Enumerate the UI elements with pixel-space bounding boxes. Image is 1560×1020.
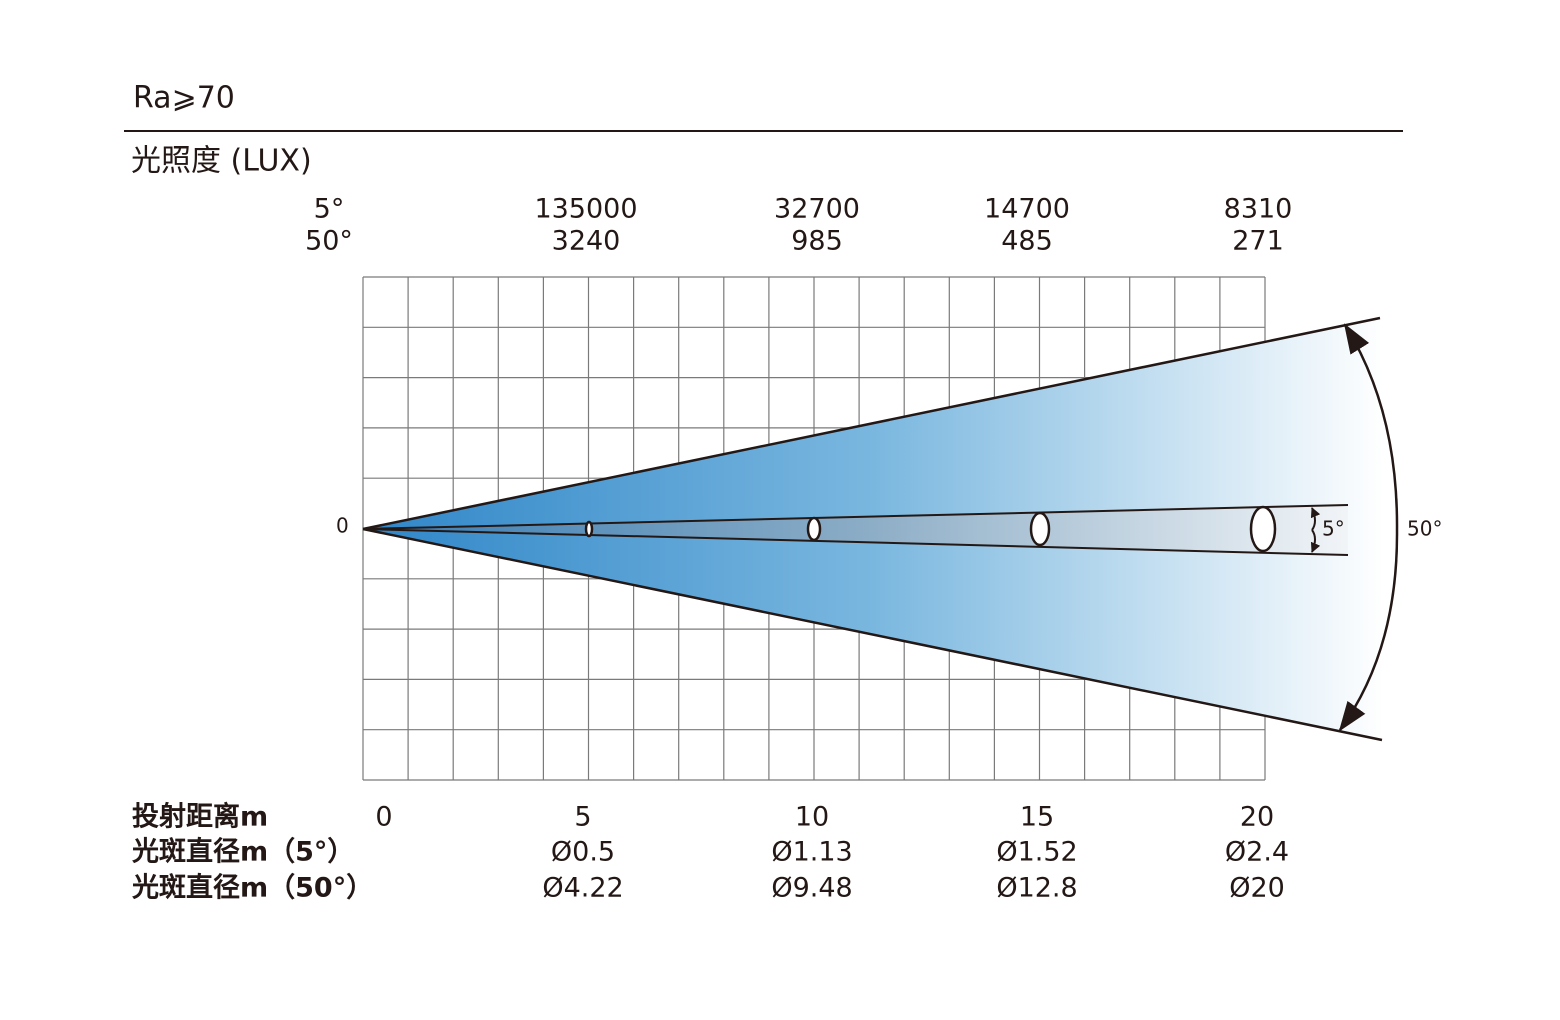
origin-label: 0 (336, 514, 349, 538)
lux-value: 3240 (552, 226, 621, 257)
lux-value: 14700 (984, 194, 1070, 225)
lux-value: 32700 (774, 194, 860, 225)
angle-label: 50° (305, 226, 353, 257)
distance-value: 15 (1020, 802, 1054, 833)
narrow-arrow (1310, 507, 1321, 531)
lux-value: 8310 (1224, 194, 1293, 225)
distance-value: 5 (574, 802, 591, 833)
diameter-value: Ø20 (1229, 873, 1285, 904)
narrow-beam (363, 505, 1348, 555)
lux-value: 985 (791, 226, 843, 257)
lux-value: 271 (1232, 226, 1284, 257)
lux-value: 485 (1001, 226, 1053, 257)
spots (584, 505, 1277, 553)
title: Ra⩾70 (133, 81, 235, 116)
row-label: 光斑直径m（5°） (131, 837, 354, 868)
subtitle: 光照度 (LUX) (131, 144, 312, 179)
row-label: 投射距离m (132, 801, 268, 833)
diameter-value: Ø2.4 (1225, 837, 1289, 868)
diameter-value: Ø9.48 (771, 873, 852, 904)
diameter-value: Ø12.8 (996, 873, 1077, 904)
diameter-value: Ø0.5 (551, 837, 615, 868)
lux-value: 135000 (534, 194, 637, 225)
wide-arrow (1338, 529, 1399, 732)
beam-edges (362, 316, 1383, 742)
diameter-value: Ø1.52 (996, 837, 1077, 868)
diameter-value: Ø1.13 (771, 837, 852, 868)
angle-label: 5° (314, 194, 345, 225)
distance-value: 10 (795, 802, 829, 833)
row-label: 光斑直径m（50°） (131, 873, 373, 904)
wide-angle-label: 50° (1407, 517, 1442, 541)
diameter-value: Ø4.22 (542, 873, 623, 904)
narrow-arrow (1310, 529, 1321, 553)
narrow-angle-label: 5° (1322, 517, 1345, 541)
distance-value: 0 (375, 802, 392, 833)
wide-arrow (1343, 323, 1399, 531)
distance-value: 20 (1240, 802, 1274, 833)
